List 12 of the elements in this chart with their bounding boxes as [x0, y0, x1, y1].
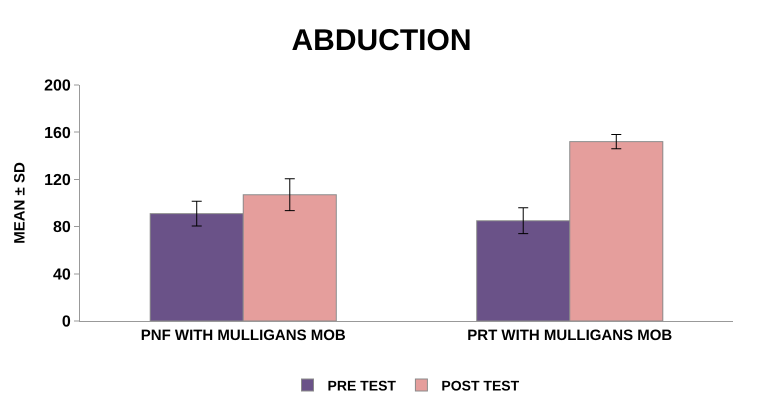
y-tick-label: 120: [44, 172, 71, 189]
legend-label: PRE TEST: [328, 377, 396, 394]
y-tick-label: 200: [44, 78, 71, 95]
legend-label: POST TEST: [441, 377, 520, 394]
chart-title: ABDUCTION: [292, 24, 472, 57]
y-tick-label: 40: [53, 266, 71, 284]
y-axis-title: MEAN ± SD: [11, 162, 28, 244]
x-tick-label: PRT WITH MULLIGANS MOB: [467, 327, 672, 344]
y-tick-label: 0: [62, 314, 71, 331]
x-tick-label: PNF WITH MULLIGANS MOB: [140, 327, 346, 344]
y-tick-label: 80: [53, 219, 71, 236]
y-tick-label: 160: [44, 124, 71, 142]
